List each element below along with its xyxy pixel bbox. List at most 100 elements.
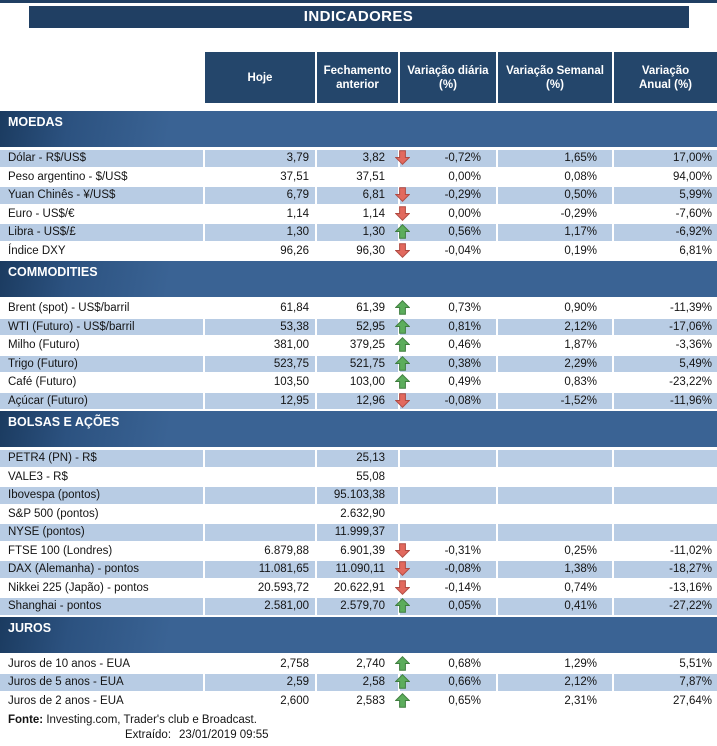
cell-label: Juros de 10 anos - EUA xyxy=(0,656,203,673)
cell-fech: 96,30 xyxy=(317,242,410,260)
cell-hoje: 3,79 xyxy=(205,150,315,167)
table-row: S&P 500 (pontos) 2.632,90 xyxy=(0,506,717,523)
column-header-line: (%) xyxy=(439,78,457,91)
table-row: Juros de 5 anos - EUA 2,59 2,58 0,66% 2,12% 7… xyxy=(0,674,717,691)
arrow-up-icon xyxy=(395,318,411,335)
cell-hoje xyxy=(205,487,315,504)
cell-hoje: 103,50 xyxy=(205,374,315,391)
cell-vanu-value: 17,00% xyxy=(672,152,712,165)
cell-fech: 2.579,70 xyxy=(317,598,410,615)
cell-vdia-value: 0,05% xyxy=(448,600,481,613)
cell-hoje: 37,51 xyxy=(205,169,315,186)
cell-fech: 2,58 xyxy=(317,674,410,691)
cell-hoje-value: 53,38 xyxy=(280,320,309,333)
table-row: Café (Futuro) 103,50 103,00 0,49% 0,83% -23,2… xyxy=(0,374,717,391)
cell-vdia xyxy=(400,524,496,541)
cell-vdia xyxy=(400,506,496,523)
cell-label-value: Juros de 10 anos - EUA xyxy=(8,657,131,670)
cell-vsem-value: 0,25% xyxy=(564,544,597,557)
cell-vdia-value: 0,46% xyxy=(448,339,481,352)
cell-vanu: -23,22% xyxy=(614,374,717,391)
cell-label-value: Juros de 5 anos - EUA xyxy=(8,676,124,689)
cell-fech: 521,75 xyxy=(317,355,410,372)
cell-label: Índice DXY xyxy=(0,243,203,260)
cell-vanu-value: 5,49% xyxy=(679,357,712,370)
cell-hoje: 61,84 xyxy=(205,300,315,317)
cell-label: Dólar - R$/US$ xyxy=(0,150,203,167)
cell-vsem: 1,87% xyxy=(498,337,612,354)
cell-vsem-value: 2,12% xyxy=(564,676,597,689)
column-header-line: Hoje xyxy=(247,71,273,84)
cell-label-value: FTSE 100 (Londres) xyxy=(8,544,113,557)
cell-vanu: 17,00% xyxy=(614,150,717,167)
cell-vanu: -11,96% xyxy=(614,392,717,409)
cell-vsem: 0,90% xyxy=(498,300,612,317)
cell-vanu-value: 6,81% xyxy=(679,244,712,257)
cell-fech: 25,13 xyxy=(317,450,398,467)
cell-fech-value: 3,82 xyxy=(362,152,385,165)
cell-hoje xyxy=(205,524,315,541)
cell-vsem: -1,52% xyxy=(498,392,612,409)
cell-label-value: PETR4 (PN) - R$ xyxy=(8,452,97,465)
cell-vsem-value: 0,19% xyxy=(564,244,597,257)
cell-vsem-value: 0,90% xyxy=(564,302,597,315)
cell-vsem-value: 1,87% xyxy=(564,339,597,352)
cell-label-value: Nikkei 225 (Japão) - pontos xyxy=(8,581,149,594)
cell-vdia-value: -0,08% xyxy=(444,563,481,576)
cell-vdia: -0,04% xyxy=(400,243,496,260)
cell-label-value: Dólar - R$/US$ xyxy=(8,152,86,165)
cell-vanu: -27,22% xyxy=(614,598,717,615)
cell-label-value: Yuan Chinês - ¥/US$ xyxy=(8,189,116,202)
cell-vsem: 0,25% xyxy=(498,543,612,560)
cell-fech-value: 96,30 xyxy=(356,244,385,257)
cell-vdia xyxy=(400,487,496,504)
cell-vsem: -0,29% xyxy=(498,206,612,223)
cell-vanu: 5,99% xyxy=(614,187,717,204)
cell-vsem-value: 1,38% xyxy=(564,563,597,576)
cell-vsem: 0,41% xyxy=(498,598,612,615)
arrow-up-icon xyxy=(395,674,411,690)
cell-vsem xyxy=(498,506,612,523)
cell-hoje-value: 6.879,88 xyxy=(264,544,309,557)
cell-vanu: -7,60% xyxy=(614,206,717,223)
cell-fech-value: 11.999,37 xyxy=(334,526,385,539)
cell-vdia: -0,72% xyxy=(400,150,496,167)
cell-vanu-value: 27,64% xyxy=(672,694,712,707)
table-row: Juros de 2 anos - EUA 2,600 2,583 0,65% 2,31… xyxy=(0,692,717,710)
cell-hoje-value: 20.593,72 xyxy=(257,581,309,594)
cell-vdia xyxy=(400,469,496,486)
source-line: Fonte: Investing.com, Trader's club e Br… xyxy=(8,713,717,727)
cell-hoje-value: 11.081,65 xyxy=(258,563,309,576)
arrow-down-icon xyxy=(395,561,411,577)
arrow-down-icon xyxy=(395,187,411,203)
cell-vanu-value: -17,06% xyxy=(669,320,712,333)
cell-fech-value: 6,81 xyxy=(362,189,385,202)
cell-vsem: 2,31% xyxy=(498,693,612,710)
cell-vanu xyxy=(614,524,717,541)
cell-vsem-value: 2,29% xyxy=(564,357,597,370)
table-row: Nikkei 225 (Japão) - pontos 20.593,72 20.6… xyxy=(0,579,717,597)
table-row: VALE3 - R$ 55,08 xyxy=(0,469,717,486)
table-row: Ibovespa (pontos) 95.103,38 xyxy=(0,487,717,504)
table-row: Juros de 10 anos - EUA 2,758 2,740 0,68% 1,2… xyxy=(0,655,717,673)
cell-hoje: 1,30 xyxy=(205,224,315,241)
cell-vanu-value: 5,99% xyxy=(679,189,712,202)
cell-hoje: 20.593,72 xyxy=(205,580,315,597)
cell-vanu: -13,16% xyxy=(614,580,717,597)
cell-fech-value: 95.103,38 xyxy=(333,489,385,502)
cell-fech-value: 103,00 xyxy=(349,376,385,389)
cell-label: Peso argentino - $/US$ xyxy=(0,169,203,186)
cell-fech: 1,14 xyxy=(317,205,410,223)
cell-fech-value: 521,75 xyxy=(349,357,385,370)
cell-label: Nikkei 225 (Japão) - pontos xyxy=(0,580,203,597)
cell-vsem: 1,29% xyxy=(498,656,612,673)
cell-vanu xyxy=(614,487,717,504)
cell-hoje: 6.879,88 xyxy=(205,543,315,560)
cell-hoje-value: 37,51 xyxy=(280,170,309,183)
cell-vanu: 27,64% xyxy=(614,693,717,710)
column-header-line: (%) xyxy=(546,78,564,91)
cell-vsem-value: -1,52% xyxy=(560,394,597,407)
cell-hoje: 2.581,00 xyxy=(205,598,315,615)
cell-vdia-value: -0,72% xyxy=(444,152,481,165)
